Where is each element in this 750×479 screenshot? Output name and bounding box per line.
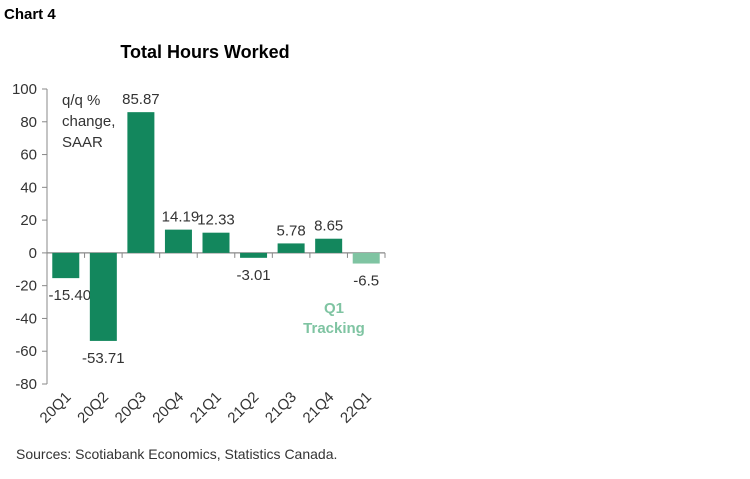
data-label: -3.01 <box>236 267 270 284</box>
bar-20Q4 <box>164 229 192 253</box>
x-tick-label: 20Q1 <box>37 389 75 427</box>
y-tick-label: 0 <box>29 245 37 262</box>
bar-22Q1 <box>352 252 380 264</box>
x-tick-label: 20Q3 <box>112 389 150 427</box>
chart-label: Chart 4 <box>4 6 56 23</box>
bar-21Q3 <box>277 243 305 253</box>
x-tick-label: 21Q4 <box>300 389 338 427</box>
data-label: 12.33 <box>197 212 235 229</box>
y-axis-unit-label: q/q % change, SAAR <box>62 92 116 151</box>
bar-21Q2 <box>240 252 268 258</box>
data-label: -53.71 <box>82 350 125 367</box>
bar-20Q3 <box>127 112 155 253</box>
x-tick-label: 22Q1 <box>337 389 375 427</box>
data-label: -15.40 <box>49 287 92 304</box>
y-tick-label: 100 <box>12 81 37 98</box>
chart-title: Total Hours Worked <box>120 42 290 62</box>
y-tick-label: 60 <box>20 147 37 164</box>
x-tick-label: 20Q2 <box>74 389 112 427</box>
y-tick-label: -60 <box>15 343 37 360</box>
y-tick-label: 20 <box>20 212 37 229</box>
bar-20Q2 <box>89 252 117 341</box>
y-tick-label: -40 <box>15 310 37 327</box>
y-tick-label: 80 <box>20 114 37 131</box>
bar-21Q1 <box>202 232 230 253</box>
tracking-annotation-line1: Q1 <box>324 300 344 317</box>
x-tick-label: 20Q4 <box>149 389 187 427</box>
data-label: 5.78 <box>277 222 306 239</box>
bar-21Q4 <box>315 238 343 253</box>
y-tick-label: -80 <box>15 376 37 393</box>
y-tick-label: -20 <box>15 278 37 295</box>
data-label: 85.87 <box>122 91 160 108</box>
x-tick-label: 21Q3 <box>262 389 300 427</box>
data-label: 14.19 <box>162 209 200 226</box>
bar-20Q1 <box>52 252 80 279</box>
x-tick-label: 21Q2 <box>224 389 262 427</box>
x-tick-label: 21Q1 <box>187 389 225 427</box>
data-label: 8.65 <box>314 218 343 235</box>
tracking-annotation-line2: Tracking <box>303 320 365 337</box>
data-label: -6.5 <box>353 273 379 290</box>
y-tick-label: 40 <box>20 179 37 196</box>
sources-note: Sources: Scotiabank Economics, Statistic… <box>16 446 338 462</box>
